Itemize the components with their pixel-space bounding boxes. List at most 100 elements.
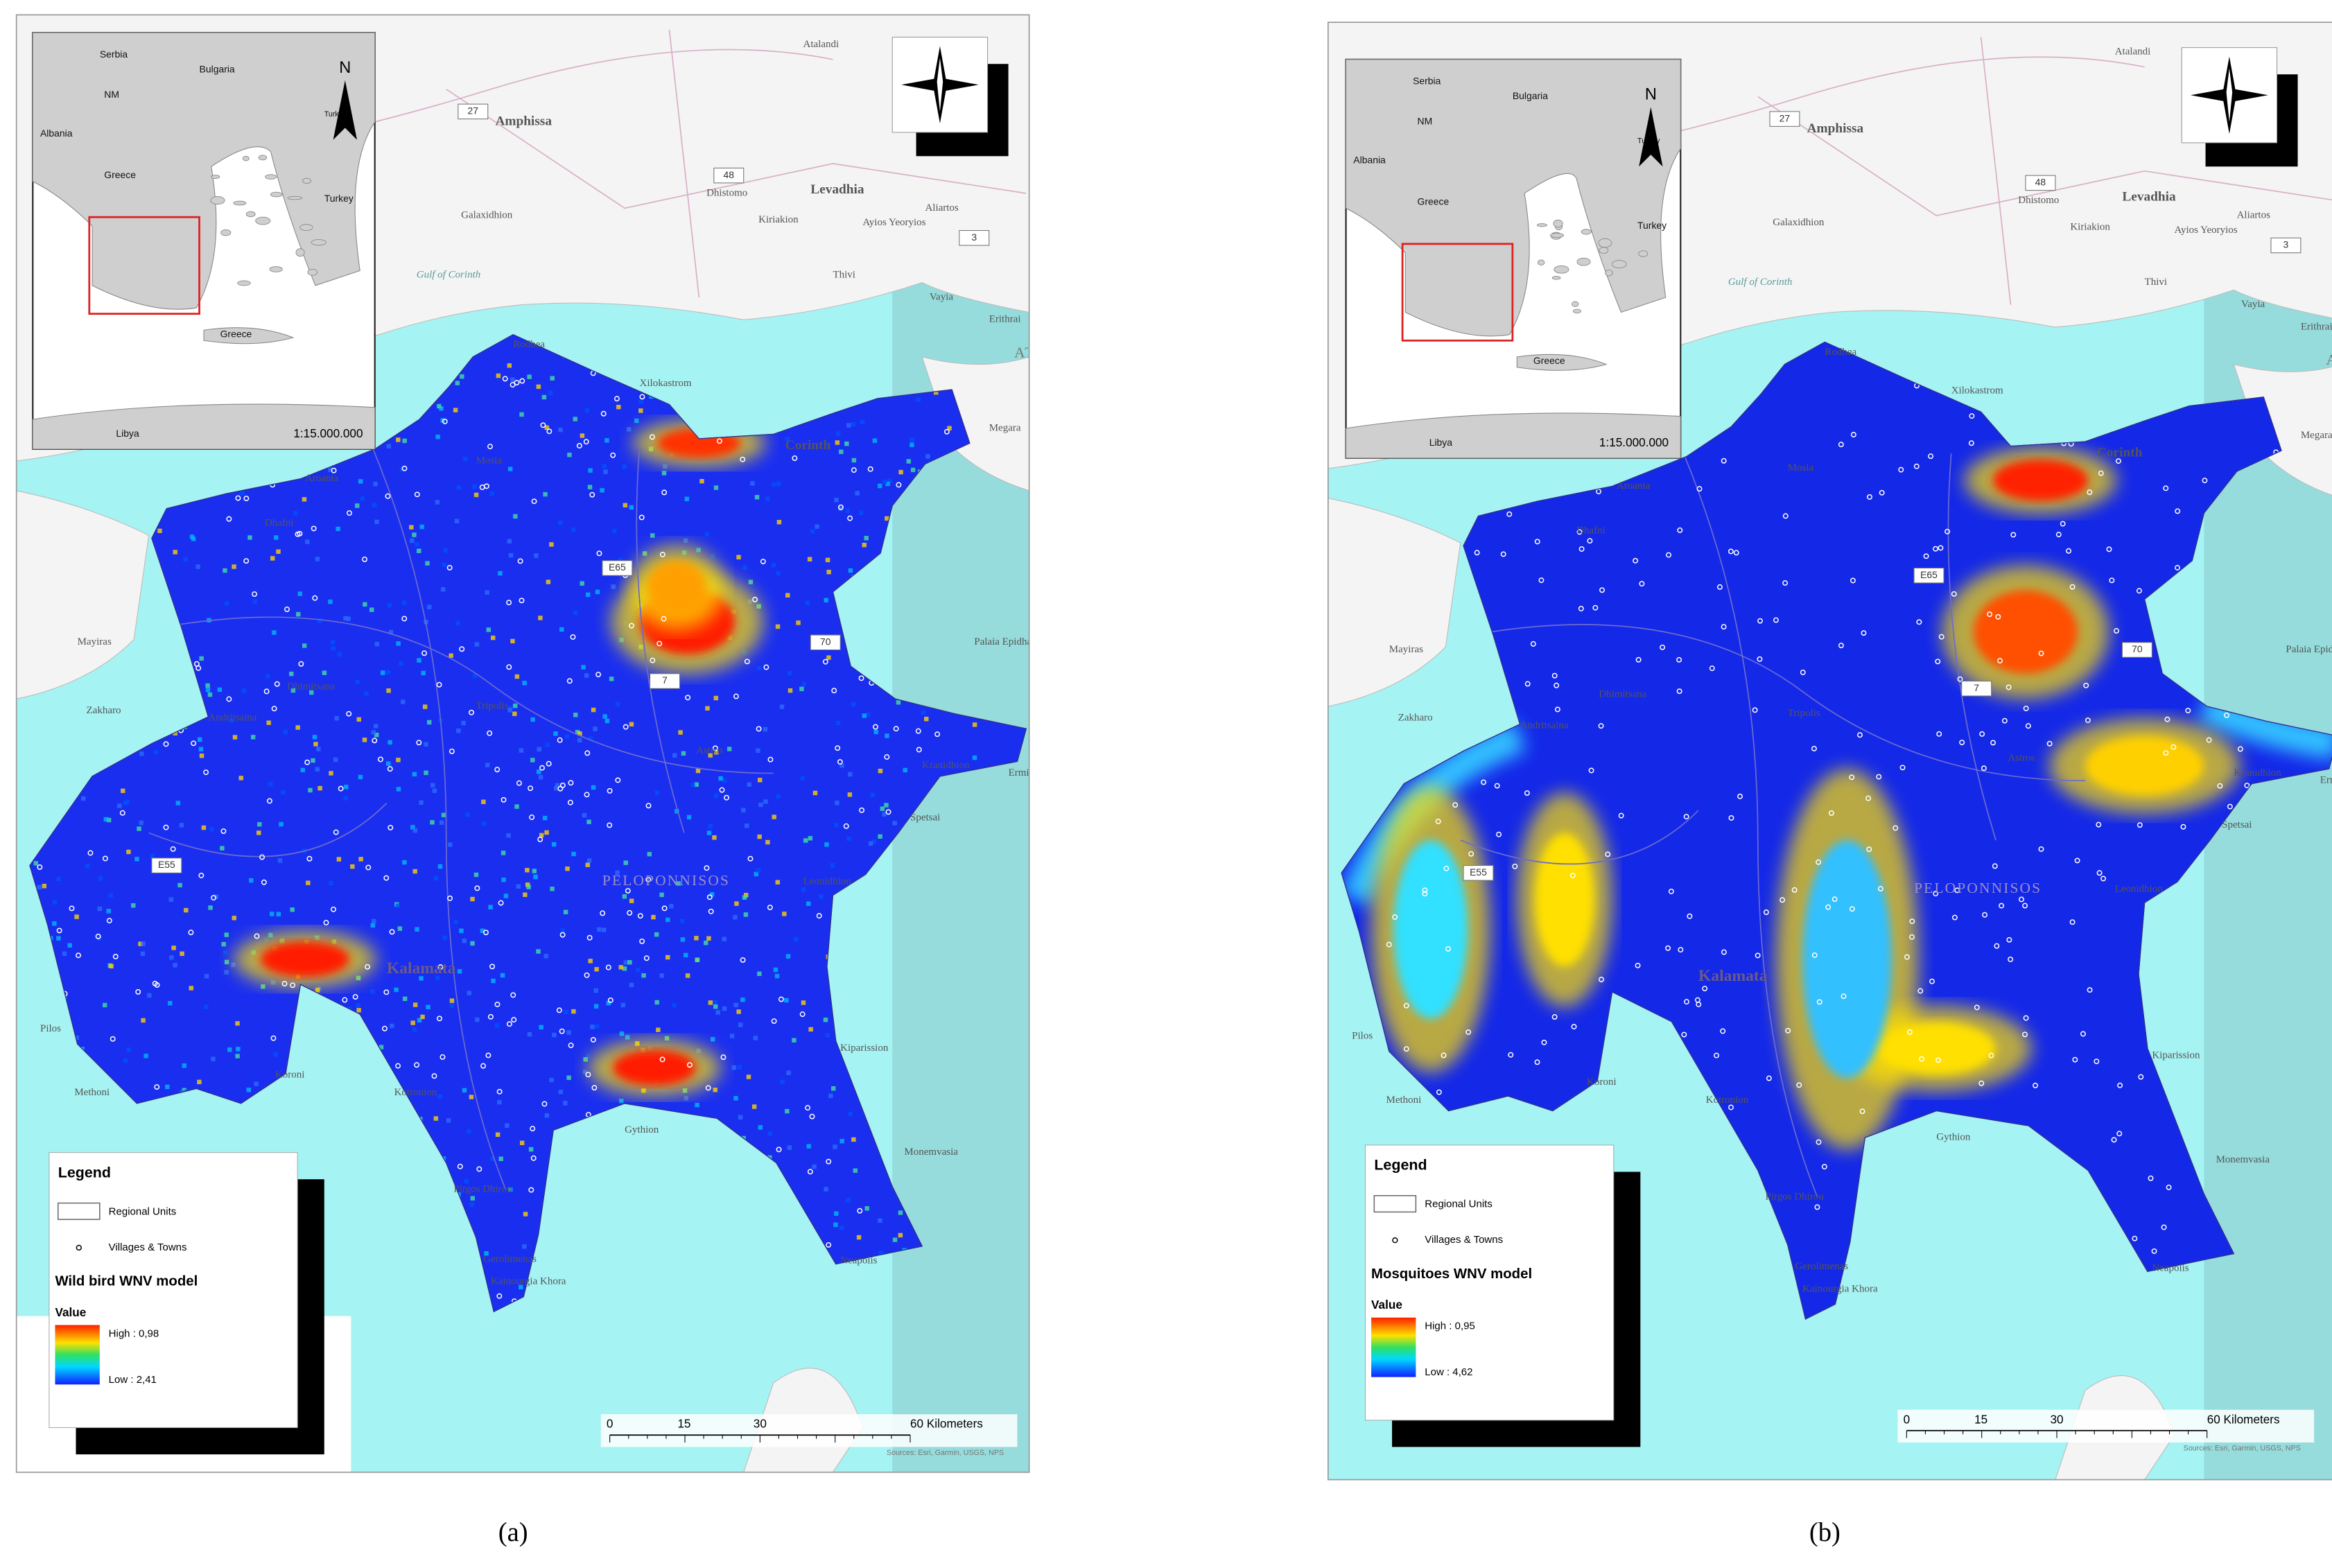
speckle	[123, 1059, 128, 1063]
speckle	[686, 815, 692, 820]
speckle	[131, 903, 136, 908]
speckle	[374, 519, 379, 525]
village	[1541, 1039, 1547, 1045]
speckle	[530, 758, 535, 763]
place-label: Dhimitsana	[287, 681, 335, 692]
speckle	[412, 1002, 418, 1007]
speckle	[138, 941, 143, 946]
village	[1841, 993, 1847, 1000]
village	[510, 382, 516, 388]
village	[585, 1072, 591, 1078]
speckle	[758, 802, 763, 808]
speckle	[246, 1088, 252, 1092]
village	[1831, 896, 1838, 903]
speckle	[799, 686, 804, 692]
village	[1785, 1027, 1791, 1034]
place-label: Atalandi	[803, 39, 839, 50]
inset-island	[287, 195, 303, 200]
speckle	[106, 817, 112, 823]
village	[1951, 591, 1957, 597]
speckle	[295, 725, 300, 730]
village	[517, 558, 523, 564]
place-label: Thivi	[2145, 277, 2168, 288]
village	[1944, 528, 1951, 534]
speckle	[208, 905, 213, 910]
village	[1441, 1052, 1447, 1059]
village	[135, 988, 141, 995]
speckle	[615, 870, 620, 876]
speckle	[743, 912, 749, 917]
place-label: Neapolis	[2152, 1262, 2189, 1273]
speckle	[713, 1004, 718, 1009]
village	[570, 634, 576, 640]
village	[1916, 619, 1922, 625]
village	[584, 750, 591, 756]
speckle	[533, 874, 538, 880]
speckle	[344, 785, 349, 790]
speckle	[898, 1210, 903, 1215]
speckle	[442, 935, 447, 940]
speckle	[37, 885, 42, 890]
speckle	[437, 864, 443, 869]
village	[270, 1035, 277, 1041]
village	[719, 787, 725, 793]
speckle	[972, 722, 977, 727]
speckle	[385, 761, 391, 766]
village	[154, 982, 160, 988]
speckle	[453, 920, 458, 925]
village	[531, 498, 537, 505]
speckle	[733, 1096, 738, 1101]
speckle	[532, 869, 537, 873]
speckle	[626, 427, 632, 432]
compass-star-inner	[2226, 68, 2233, 122]
village	[859, 807, 865, 813]
speckle	[858, 510, 864, 516]
village	[610, 452, 616, 458]
speckle	[209, 826, 214, 832]
speckle	[763, 799, 768, 804]
speckle	[154, 749, 159, 755]
speckle	[615, 702, 620, 706]
village	[576, 443, 582, 448]
scalebar-label: 60 Kilometers	[910, 1417, 983, 1431]
speckle	[545, 742, 550, 747]
speckle	[67, 943, 72, 948]
speckle	[117, 803, 122, 808]
village	[2206, 737, 2212, 743]
speckle	[714, 750, 719, 755]
speckle	[757, 665, 762, 671]
speckle	[103, 1002, 107, 1008]
village	[586, 934, 593, 941]
village	[163, 741, 169, 747]
speckle	[825, 1033, 830, 1038]
speckle	[473, 492, 479, 498]
village	[1551, 672, 1558, 679]
speckle	[629, 982, 634, 988]
speckle	[722, 1006, 727, 1011]
village	[333, 829, 339, 835]
village	[591, 1085, 598, 1091]
inset-island	[1536, 223, 1548, 227]
speckle	[394, 987, 399, 993]
speckle	[751, 1104, 757, 1109]
village	[2180, 824, 2186, 830]
inset-island	[1581, 229, 1592, 235]
speckle	[358, 479, 363, 484]
speckle	[177, 882, 182, 888]
speckle	[217, 687, 223, 692]
speckle	[785, 954, 791, 959]
place-label: Xilokastrom	[1951, 385, 2003, 397]
speckle	[706, 936, 711, 941]
village	[474, 885, 480, 891]
speckle	[623, 503, 628, 508]
village	[1849, 906, 1855, 912]
village	[1386, 941, 1392, 948]
village	[1816, 1139, 1822, 1145]
place-label: Kiriakion	[758, 214, 799, 225]
speckle	[896, 700, 901, 705]
village	[1696, 486, 1703, 492]
speckle	[878, 768, 883, 774]
speckle	[774, 973, 780, 979]
village	[1990, 740, 1996, 746]
speckle	[538, 616, 543, 620]
